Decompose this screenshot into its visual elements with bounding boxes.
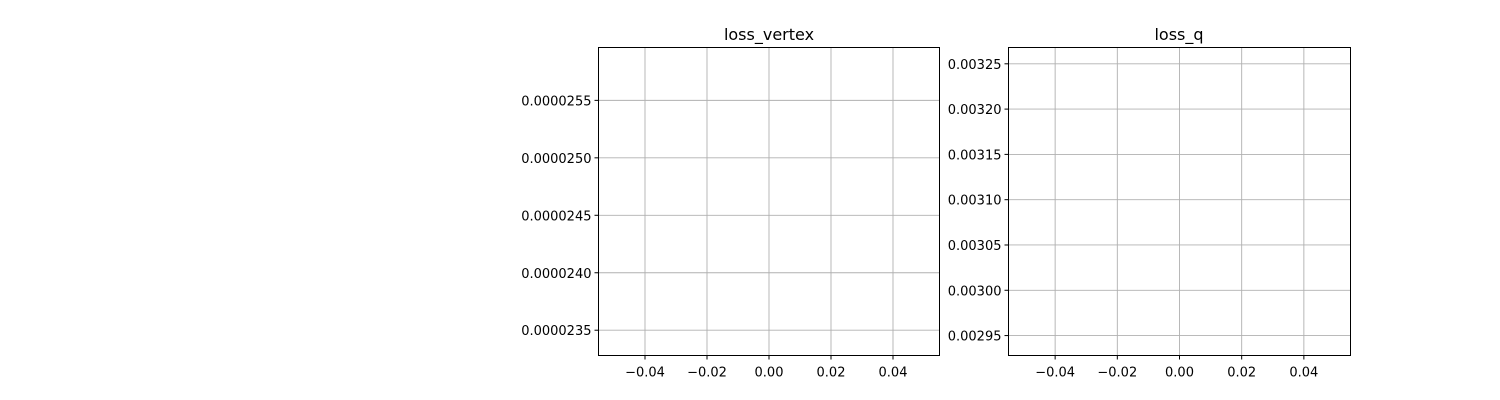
x-tick-label: 0.02 bbox=[1227, 366, 1256, 381]
x-tick-label: 0.04 bbox=[879, 366, 908, 381]
subplot-loss-vertex: loss_vertex −0.04 −0.02 0.00 0.02 0.04 0.0000… bbox=[521, 25, 940, 381]
chart-title: loss_q bbox=[1154, 25, 1203, 45]
x-tick-label: 0.00 bbox=[755, 366, 784, 381]
y-tick-label: 0.00325 bbox=[948, 58, 1002, 73]
y-tick-label: 0.00300 bbox=[948, 284, 1002, 299]
y-tick-label: 0.0000250 bbox=[521, 152, 591, 167]
x-tick-label: −0.02 bbox=[687, 366, 727, 381]
y-tick-label: 0.0000255 bbox=[521, 94, 591, 109]
y-tick-label: 0.00305 bbox=[948, 239, 1002, 254]
y-tick-label: 0.00295 bbox=[948, 330, 1002, 345]
x-tick-label: 0.00 bbox=[1165, 366, 1194, 381]
x-tick-label: 0.02 bbox=[817, 366, 846, 381]
y-tick-label: 0.00310 bbox=[948, 194, 1002, 209]
y-tick-label: 0.00315 bbox=[948, 148, 1002, 163]
y-tick-label: 0.0000245 bbox=[521, 209, 591, 224]
x-tick-label: −0.04 bbox=[625, 366, 665, 381]
subplot-loss-q: loss_q −0.04 −0.02 0.00 0.02 0.04 0.00295 0.00… bbox=[948, 25, 1351, 381]
y-tick-label: 0.0000240 bbox=[521, 267, 591, 282]
x-tick-label: 0.04 bbox=[1289, 366, 1318, 381]
x-tick-label: −0.02 bbox=[1097, 366, 1137, 381]
x-tick-label: −0.04 bbox=[1035, 366, 1075, 381]
y-tick-label: 0.0000235 bbox=[521, 324, 591, 339]
chart-title: loss_vertex bbox=[724, 25, 814, 45]
y-tick-label: 0.00320 bbox=[948, 103, 1002, 118]
